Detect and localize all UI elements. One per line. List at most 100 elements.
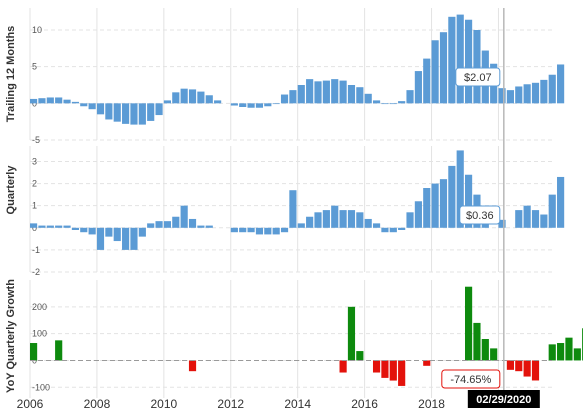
bar[interactable] — [448, 16, 456, 104]
bar[interactable] — [239, 227, 247, 233]
bar[interactable] — [122, 103, 130, 124]
bar[interactable] — [172, 92, 180, 104]
bar[interactable] — [289, 190, 297, 228]
bar[interactable] — [381, 103, 389, 105]
bar[interactable] — [55, 340, 63, 361]
bar[interactable] — [465, 174, 473, 228]
bar[interactable] — [264, 227, 272, 235]
bar[interactable] — [205, 95, 213, 104]
bar[interactable] — [389, 103, 397, 105]
bar[interactable] — [523, 360, 531, 377]
bar[interactable] — [565, 337, 573, 361]
bar[interactable] — [515, 360, 523, 372]
bar[interactable] — [105, 103, 113, 120]
bar[interactable] — [147, 223, 155, 228]
bar[interactable] — [96, 227, 105, 250]
bar[interactable] — [322, 80, 330, 104]
bar[interactable] — [147, 103, 155, 121]
bar[interactable] — [481, 339, 489, 361]
bar[interactable] — [448, 165, 456, 228]
bar[interactable] — [573, 348, 581, 361]
bar[interactable] — [96, 103, 105, 115]
bar[interactable] — [356, 87, 364, 104]
bar[interactable] — [406, 90, 414, 104]
bar[interactable] — [272, 103, 280, 105]
bar[interactable] — [71, 227, 79, 230]
bar[interactable] — [205, 225, 213, 228]
bar[interactable] — [172, 216, 180, 228]
bar[interactable] — [163, 221, 172, 228]
bar[interactable] — [55, 225, 63, 228]
bar[interactable] — [339, 80, 347, 104]
bar[interactable] — [356, 212, 364, 228]
bar[interactable] — [306, 216, 314, 228]
bar[interactable] — [398, 360, 406, 386]
bar[interactable] — [255, 227, 264, 235]
bar[interactable] — [456, 150, 464, 228]
bar[interactable] — [264, 103, 272, 107]
bar[interactable] — [255, 103, 264, 108]
bar[interactable] — [88, 103, 96, 110]
bar[interactable] — [63, 99, 71, 104]
bar[interactable] — [515, 210, 523, 228]
bar[interactable] — [138, 227, 146, 237]
bar[interactable] — [46, 97, 54, 104]
bar[interactable] — [339, 360, 347, 373]
bar[interactable] — [398, 101, 406, 104]
bar[interactable] — [314, 212, 322, 228]
bar[interactable] — [347, 210, 356, 228]
bar[interactable] — [297, 223, 305, 228]
bar[interactable] — [331, 79, 339, 104]
bar[interactable] — [188, 218, 197, 228]
bar[interactable] — [105, 227, 113, 237]
bar[interactable] — [46, 225, 54, 228]
bar[interactable] — [540, 214, 548, 228]
bar[interactable] — [130, 227, 138, 250]
bar[interactable] — [381, 227, 389, 233]
bar[interactable] — [138, 103, 146, 125]
bar[interactable] — [439, 179, 448, 228]
bar[interactable] — [381, 360, 389, 378]
bar[interactable] — [30, 343, 38, 361]
bar[interactable] — [406, 212, 414, 228]
bar[interactable] — [130, 103, 138, 125]
bar[interactable] — [498, 88, 506, 104]
bar[interactable] — [548, 74, 556, 104]
bar[interactable] — [531, 82, 540, 104]
bar[interactable] — [155, 221, 163, 228]
bar[interactable] — [214, 100, 222, 104]
bar[interactable] — [38, 225, 46, 228]
bar[interactable] — [372, 360, 381, 373]
bar[interactable] — [431, 40, 439, 104]
bar[interactable] — [30, 98, 38, 104]
bar[interactable] — [557, 176, 565, 228]
bar[interactable] — [473, 30, 481, 104]
bar[interactable] — [180, 88, 188, 104]
bar[interactable] — [557, 343, 565, 361]
bar[interactable] — [122, 227, 130, 250]
bar[interactable] — [423, 360, 431, 366]
bar[interactable] — [297, 85, 305, 104]
bar[interactable] — [465, 19, 473, 104]
bar[interactable] — [439, 32, 448, 104]
bar[interactable] — [289, 90, 297, 104]
bar[interactable] — [272, 227, 280, 235]
bar[interactable] — [280, 94, 289, 104]
bar[interactable] — [80, 103, 88, 107]
bar[interactable] — [414, 71, 422, 104]
bar[interactable] — [63, 225, 71, 228]
bar[interactable] — [356, 351, 364, 361]
bar[interactable] — [80, 227, 88, 233]
bar[interactable] — [506, 360, 514, 370]
bar[interactable] — [247, 103, 255, 108]
bar[interactable] — [531, 210, 540, 228]
bar[interactable] — [548, 344, 556, 361]
bar[interactable] — [155, 103, 163, 116]
bar[interactable] — [540, 79, 548, 104]
bar[interactable] — [557, 64, 565, 104]
bar[interactable] — [523, 205, 531, 228]
bar[interactable] — [188, 360, 197, 372]
bar[interactable] — [239, 103, 247, 107]
bar[interactable] — [515, 86, 523, 104]
bar[interactable] — [30, 223, 38, 228]
